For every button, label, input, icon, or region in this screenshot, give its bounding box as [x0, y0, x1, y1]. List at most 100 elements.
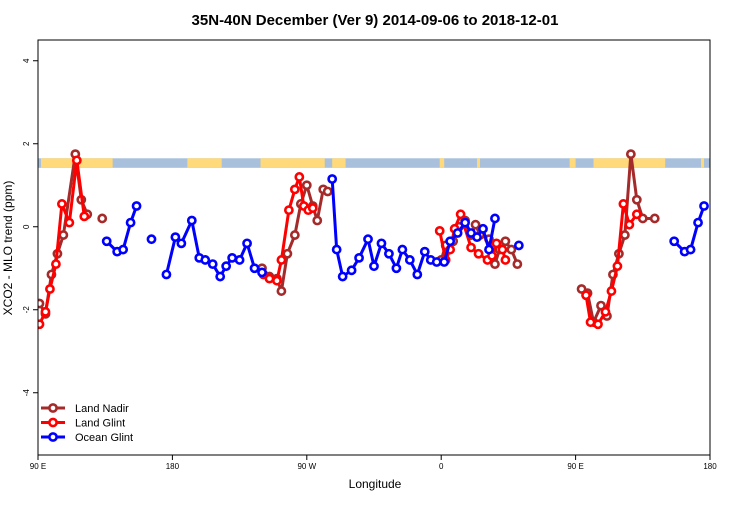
data-point: [473, 248, 484, 259]
x-axis-label: Longitude: [349, 477, 402, 491]
data-point: [346, 265, 357, 276]
data-point: [491, 238, 502, 249]
legend-item: Land Glint: [41, 418, 125, 430]
data-point: [131, 201, 142, 211]
data-point: [513, 240, 524, 251]
series-line: [105, 205, 138, 254]
data-point: [56, 199, 67, 209]
data-point: [283, 205, 294, 216]
band-land-segment: [477, 158, 481, 168]
data-point: [376, 238, 387, 249]
data-point: [730, 271, 737, 278]
band-land-segment: [569, 158, 576, 168]
data-point: [242, 238, 252, 249]
data-point: [685, 244, 696, 255]
data-point: [619, 230, 630, 240]
data-point: [354, 252, 364, 263]
x-tick-label: 180: [703, 462, 717, 471]
band-land-segment: [332, 158, 346, 168]
data-point: [612, 261, 623, 272]
band-land-segment: [439, 158, 445, 168]
data-point: [79, 211, 90, 222]
data-point: [470, 219, 481, 230]
data-point: [276, 286, 287, 296]
x-tick-label: 0: [439, 462, 444, 471]
data-point: [419, 246, 430, 257]
data-point: [490, 259, 500, 269]
data-point: [512, 259, 523, 269]
data-point: [369, 261, 379, 272]
data-point: [384, 248, 394, 259]
data-point: [200, 255, 211, 265]
band-land-segment: [701, 158, 705, 168]
y-tick-label: -4: [22, 389, 31, 397]
x-tick-label: 90 E: [30, 462, 46, 471]
legend: Land Nadir Land Glint Ocean Glint: [41, 403, 133, 444]
data-point: [363, 234, 373, 245]
data-point: [490, 213, 500, 224]
legend-item: Land Nadir: [41, 403, 129, 415]
data-point: [585, 317, 596, 328]
data-point: [289, 184, 300, 195]
data-point: [71, 155, 82, 166]
land-ocean-band: [38, 158, 710, 168]
plot-frame: [37, 39, 711, 456]
data-point: [439, 257, 450, 267]
data-point: [176, 238, 187, 249]
band-land-segment: [187, 158, 222, 168]
x-tick-label: 90 E: [567, 462, 583, 471]
data-point: [51, 259, 61, 269]
data-point: [312, 215, 323, 226]
data-point: [257, 267, 267, 278]
data-point: [581, 290, 591, 301]
y-tick-label: 2: [22, 141, 31, 146]
data-point: [606, 286, 617, 296]
data-point: [118, 244, 129, 255]
data-point: [307, 203, 318, 213]
legend-marker: [48, 432, 58, 442]
data-point: [221, 261, 232, 272]
data-point: [445, 236, 456, 247]
data-point: [97, 213, 108, 224]
data-point: [264, 273, 275, 284]
data-point: [455, 209, 466, 220]
data-point: [58, 230, 69, 240]
data-point: [452, 228, 463, 238]
data-point: [718, 236, 725, 243]
data-point: [337, 271, 348, 282]
data-point: [207, 259, 218, 269]
data-point: [506, 244, 517, 255]
data-point: [322, 186, 333, 197]
axes: 90 E 180 90 W 0 90 E 180 4 2 0 -2 -4: [22, 58, 717, 471]
data-point: [289, 230, 300, 240]
data-point: [40, 306, 51, 317]
data-point: [331, 244, 342, 255]
data-point: [272, 275, 282, 286]
data-point: [593, 319, 603, 330]
data-point: [596, 300, 606, 311]
data-point: [649, 213, 660, 224]
data-point: [631, 209, 642, 220]
legend-label: Land Nadir: [75, 403, 129, 415]
data-point: [249, 263, 260, 274]
data-point: [699, 201, 709, 211]
data-point: [234, 255, 245, 265]
legend-marker: [48, 417, 58, 428]
band-ocean: [38, 158, 710, 168]
series-line: [722, 239, 734, 274]
legend-label: Land Glint: [75, 418, 125, 430]
data-point: [101, 236, 112, 247]
series-ocean-glint: [101, 174, 737, 282]
data-point: [478, 223, 488, 234]
series-layer: [38, 149, 737, 330]
data-point: [625, 149, 636, 160]
data-point: [146, 234, 157, 245]
data-point: [669, 236, 680, 247]
x-tick-label: 180: [166, 462, 180, 471]
band-land-segment: [260, 158, 325, 168]
data-point: [618, 199, 629, 209]
data-point: [500, 255, 511, 265]
x-tick-label: 90 W: [297, 462, 316, 471]
